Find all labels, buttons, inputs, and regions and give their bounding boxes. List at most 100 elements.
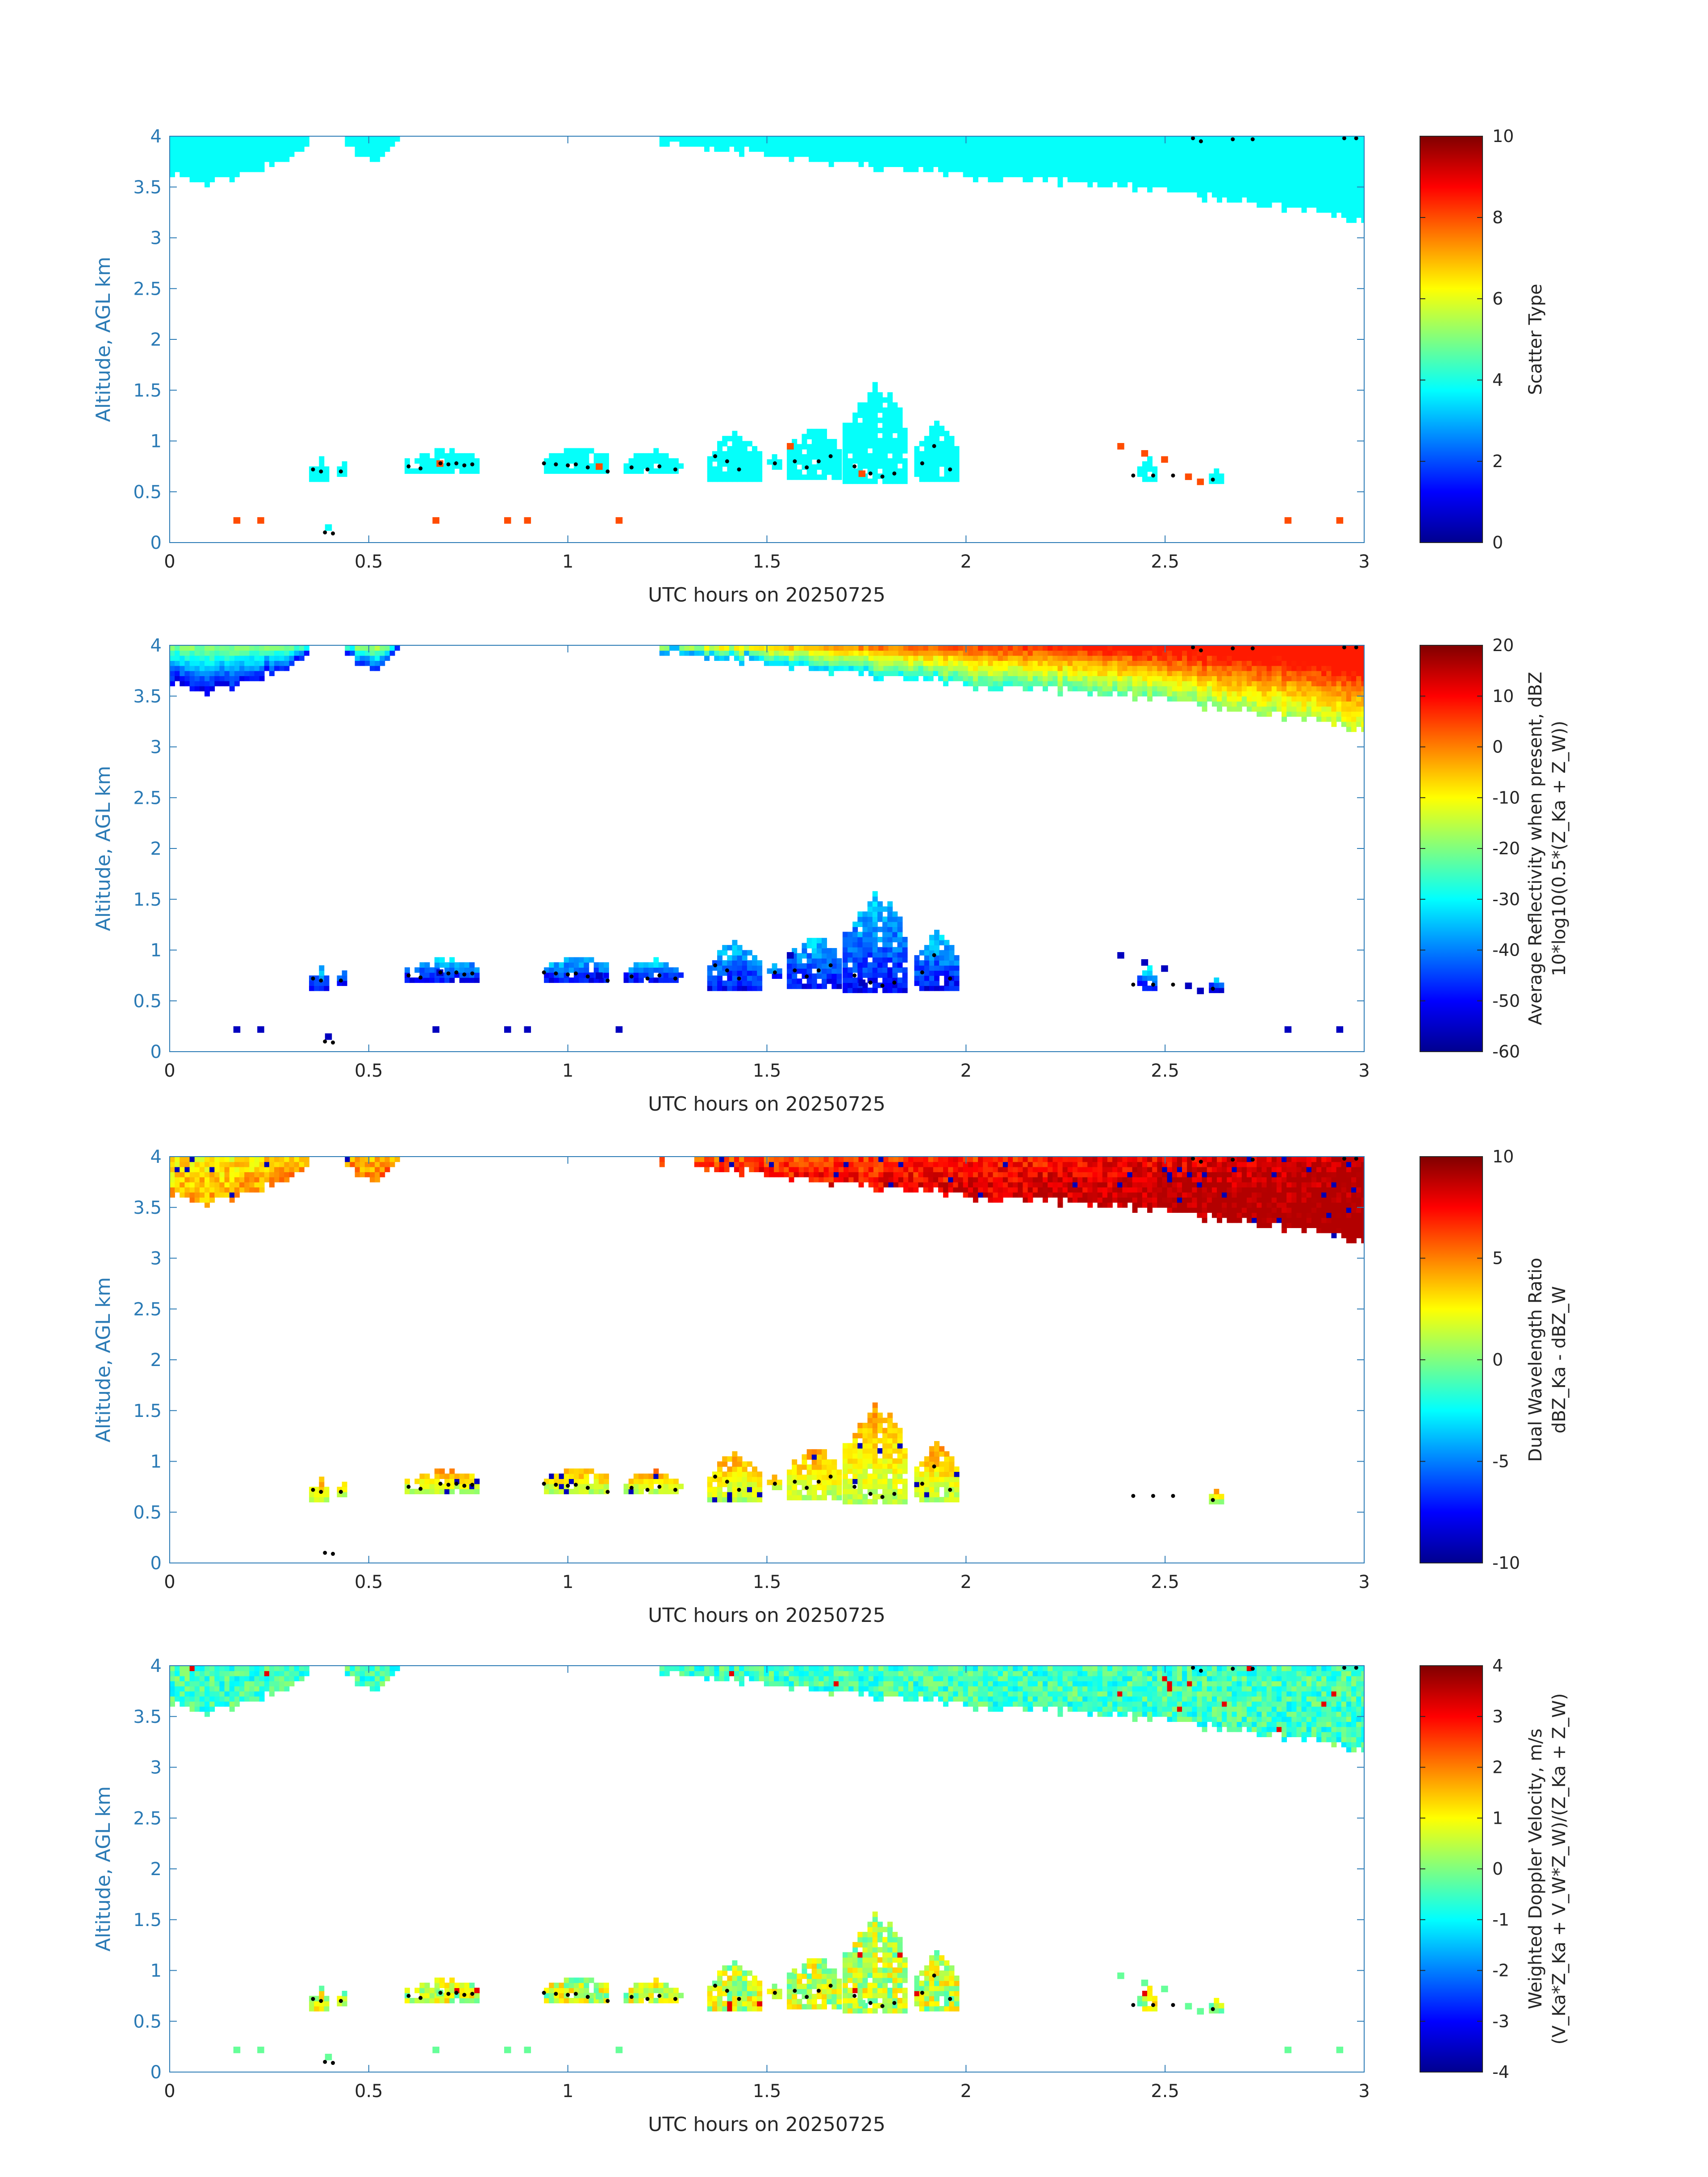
heatmap-cell [1067,645,1073,651]
heatmap-cell [359,146,365,152]
heatmap-cell [175,136,180,142]
heatmap-cell [877,962,883,968]
heatmap-cell [355,146,360,152]
heatmap-cell [822,963,827,969]
heatmap-cell [1042,660,1048,666]
heatmap-cell [1286,141,1292,147]
heatmap-cell [983,1166,989,1172]
x-tick-label: 2 [960,552,972,572]
heatmap-cell [868,660,874,666]
heatmap-cell [1257,681,1262,686]
heatmap-cell [814,650,819,656]
heatmap-cell [882,947,888,953]
heatmap-cell [1217,151,1223,157]
heatmap-cell [554,962,560,968]
heatmap-cell [659,1162,665,1167]
heatmap-cell [184,1182,190,1188]
marker-dot [816,459,821,464]
heatmap-cell [244,156,250,162]
heatmap-cell [978,1166,984,1172]
heatmap-cell [394,645,400,651]
heatmap-cell [1082,141,1088,147]
heatmap-cell [1202,177,1207,183]
heatmap-cell [714,1157,720,1162]
heatmap-cell [1032,1177,1038,1183]
heatmap-cell [564,967,569,973]
heatmap-cell [1306,686,1312,692]
heatmap-cell [1351,136,1357,142]
heatmap-cell [1032,146,1038,152]
heatmap-cell [239,1166,245,1172]
heatmap-cell [784,1162,789,1167]
heatmap-cell [913,676,919,681]
heatmap-cell [848,932,853,937]
heatmap-cell [882,962,888,968]
heatmap-cell [888,650,894,656]
heatmap-cell [831,449,837,455]
heatmap-cell [279,650,285,656]
heatmap-cell [903,146,909,152]
heatmap-cell [1232,141,1237,147]
heatmap-cell [802,983,807,989]
heatmap-cell [877,936,883,943]
heatmap-cell [878,665,884,671]
heatmap-cell [274,1177,280,1183]
heatmap-cell [254,650,260,656]
heatmap-cell [1202,665,1207,671]
heatmap-cell [858,1162,864,1167]
heatmap-cell [933,1172,939,1178]
marker-dot [311,467,315,472]
heatmap-cell [944,960,950,966]
heatmap-cell [744,645,750,651]
heatmap-cell [1117,146,1123,152]
heatmap-cell [1241,156,1247,162]
heatmap-cell [1261,167,1267,172]
heatmap-cell [887,977,893,983]
heatmap-cell [809,156,814,162]
heatmap-cell [953,141,959,147]
heatmap-cell [1286,146,1292,152]
heatmap-cell [259,1166,265,1172]
heatmap-cell [902,967,908,973]
heatmap-cell [1227,681,1232,686]
heatmap-cell [1246,660,1252,666]
heatmap-cell [299,645,305,651]
heatmap-cell [983,136,989,142]
heatmap-cell [1097,655,1103,661]
heatmap-cell [184,681,190,686]
heatmap-cell [873,136,879,142]
heatmap-cell [1341,711,1347,717]
heatmap-cell [943,167,949,172]
heatmap-cell [279,665,285,671]
heatmap-cell [1276,686,1282,692]
heatmap-cell [759,1166,764,1172]
colorbar-tick-label: -20 [1492,839,1520,858]
heatmap-cell [304,650,309,656]
heatmap-cell [1152,161,1158,167]
heatmap-cell [822,938,827,944]
heatmap-cell [663,962,669,968]
heatmap-cell [848,650,854,656]
heatmap-cell [828,1162,834,1167]
heatmap-cell [1142,665,1148,671]
heatmap-cell [892,957,898,963]
heatmap-cell [1102,655,1108,661]
heatmap-cell [862,942,868,948]
heatmap-cell [908,1177,914,1183]
heatmap-cell [839,645,844,651]
heatmap-cell [887,936,893,943]
heatmap-cell [836,459,842,465]
heatmap-cell [1252,701,1257,707]
heatmap-cell [1177,676,1182,681]
heatmap-cell [1107,645,1113,651]
heatmap-cell [998,156,1003,162]
heatmap-cell [1296,141,1302,147]
heatmap-cell [1331,660,1337,666]
heatmap-cell [424,468,430,474]
heatmap-cell [768,650,774,656]
heatmap-cell [678,463,684,469]
heatmap-cell [205,136,210,142]
colorbar-tick-label: 10 [1492,126,1514,146]
heatmap-cell [1261,676,1267,681]
heatmap-cell [1132,177,1138,183]
